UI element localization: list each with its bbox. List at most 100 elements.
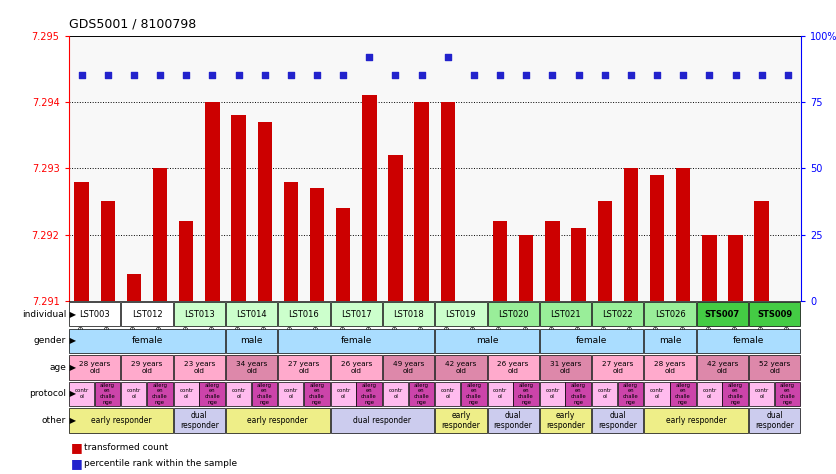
Bar	[670, 382, 696, 406]
Point	[363, 53, 376, 61]
Text: LST022: LST022	[603, 310, 633, 319]
Bar	[356, 382, 382, 406]
Point	[755, 72, 768, 79]
Text: contr
ol: contr ol	[389, 389, 403, 399]
Bar	[592, 382, 617, 406]
Text: LST016: LST016	[288, 310, 319, 319]
Bar	[645, 355, 696, 380]
Bar	[69, 328, 225, 353]
Bar	[540, 382, 565, 406]
Bar	[330, 382, 356, 406]
Text: 23 years
old: 23 years old	[184, 361, 215, 374]
Point	[153, 72, 166, 79]
Text: 52 years
old: 52 years old	[759, 361, 790, 374]
Bar	[592, 302, 644, 327]
Text: 26 years
old: 26 years old	[340, 361, 372, 374]
Text: male: male	[659, 337, 681, 345]
Bar	[232, 115, 246, 301]
Text: contr
ol: contr ol	[702, 389, 716, 399]
Bar	[624, 168, 638, 301]
Bar	[754, 201, 769, 301]
Text: allerg
en
challe
nge: allerg en challe nge	[780, 383, 795, 405]
Bar	[441, 102, 455, 301]
Bar	[493, 221, 507, 301]
Bar	[69, 302, 120, 327]
Text: contr
ol: contr ol	[74, 389, 89, 399]
Point	[467, 72, 481, 79]
Text: allerg
en
challe
nge: allerg en challe nge	[727, 383, 743, 405]
Text: contr
ol: contr ol	[650, 389, 665, 399]
Text: contr
ol: contr ol	[441, 389, 455, 399]
Text: contr
ol: contr ol	[180, 389, 194, 399]
Bar	[592, 355, 644, 380]
Bar	[645, 302, 696, 327]
Bar	[540, 408, 591, 433]
Text: ▶: ▶	[67, 337, 76, 345]
Text: STS007: STS007	[705, 310, 740, 319]
Text: transformed count: transformed count	[84, 444, 168, 452]
Bar	[205, 102, 220, 301]
Bar	[74, 182, 89, 301]
Bar	[252, 382, 278, 406]
Bar	[127, 274, 141, 301]
Bar	[310, 188, 324, 301]
Text: female: female	[733, 337, 764, 345]
Text: ▶: ▶	[67, 390, 76, 398]
Point	[389, 72, 402, 79]
Bar	[330, 355, 382, 380]
Text: percentile rank within the sample: percentile rank within the sample	[84, 459, 237, 468]
Bar	[383, 355, 434, 380]
Text: LST017: LST017	[341, 310, 372, 319]
Text: allerg
en
challe
nge: allerg en challe nge	[414, 383, 429, 405]
Text: dual
responder: dual responder	[180, 411, 219, 430]
Text: individual: individual	[22, 310, 66, 319]
Bar	[174, 408, 225, 433]
Point	[729, 72, 742, 79]
Text: LST013: LST013	[184, 310, 215, 319]
Bar	[650, 175, 665, 301]
Bar	[696, 302, 748, 327]
Text: contr
ol: contr ol	[493, 389, 507, 399]
Bar	[179, 221, 193, 301]
Text: allerg
en
challe
nge: allerg en challe nge	[152, 383, 168, 405]
Text: contr
ol: contr ol	[336, 389, 350, 399]
Text: dual
responder: dual responder	[599, 411, 637, 430]
Text: ▶: ▶	[67, 310, 76, 319]
Bar	[278, 382, 303, 406]
Point	[310, 72, 324, 79]
Text: contr
ol: contr ol	[598, 389, 612, 399]
Text: allerg
en
challe
nge: allerg en challe nge	[204, 383, 220, 405]
Text: protocol: protocol	[29, 390, 66, 398]
Point	[336, 72, 349, 79]
Bar	[153, 168, 167, 301]
Point	[180, 72, 193, 79]
Text: 27 years
old: 27 years old	[288, 361, 319, 374]
Bar	[415, 102, 429, 301]
Text: allerg
en
challe
nge: allerg en challe nge	[570, 383, 586, 405]
Bar	[749, 408, 800, 433]
Text: ■: ■	[71, 457, 83, 470]
Bar	[749, 302, 800, 327]
Text: age: age	[49, 363, 66, 372]
Text: LST019: LST019	[446, 310, 477, 319]
Bar	[749, 382, 774, 406]
Text: ■: ■	[71, 441, 83, 455]
Text: allerg
en
challe
nge: allerg en challe nge	[466, 383, 482, 405]
Bar	[513, 382, 539, 406]
Point	[781, 72, 794, 79]
Bar	[487, 355, 539, 380]
Text: allerg
en
challe
nge: allerg en challe nge	[257, 383, 273, 405]
Point	[415, 72, 428, 79]
Text: contr
ol: contr ol	[232, 389, 246, 399]
Bar	[696, 328, 800, 353]
Bar	[540, 302, 591, 327]
Text: STS009: STS009	[757, 310, 793, 319]
Text: ▶: ▶	[67, 363, 76, 372]
Point	[702, 72, 716, 79]
Bar	[487, 302, 539, 327]
Text: LST012: LST012	[132, 310, 162, 319]
Bar	[696, 355, 748, 380]
Bar	[436, 382, 461, 406]
Bar	[362, 95, 376, 301]
Bar	[69, 382, 94, 406]
